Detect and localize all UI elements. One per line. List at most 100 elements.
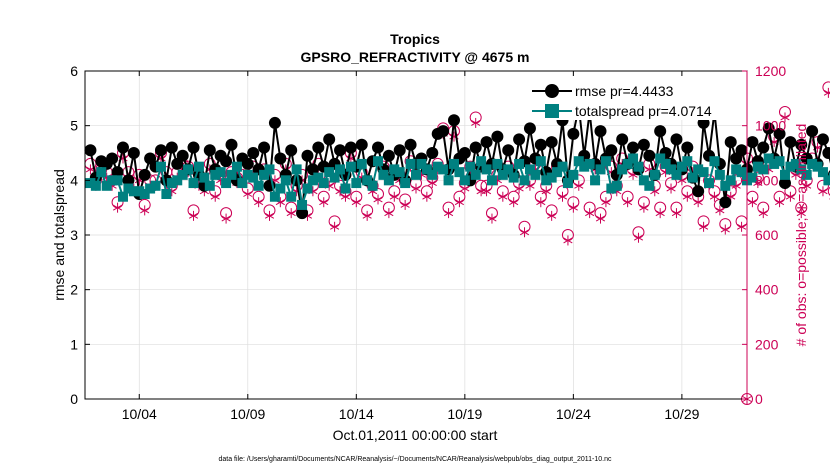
spread-point (416, 158, 427, 169)
spread-point (253, 180, 264, 191)
obs-assimilated-point (487, 213, 497, 224)
spread-point (503, 164, 514, 175)
y-left-tick-label: 2 (70, 282, 78, 298)
rmse-point (778, 177, 791, 190)
rmse-point (323, 133, 336, 146)
obs-assimilated-point (568, 202, 578, 213)
rmse-point (176, 149, 189, 162)
spread-point (378, 169, 389, 180)
spread-point (568, 169, 579, 180)
rmse-point (627, 141, 640, 154)
spread-point (90, 180, 101, 191)
rmse-point (111, 166, 124, 179)
spread-point (101, 180, 112, 191)
rmse-point (106, 152, 119, 165)
spread-point (465, 161, 476, 172)
rmse-point (784, 136, 797, 149)
spread-point (807, 158, 818, 169)
rmse-point (735, 144, 748, 157)
legend: rmse pr=4.4433 totalspread pr=4.0714 (532, 76, 743, 120)
rmse-point (225, 138, 238, 151)
rmse-point (296, 207, 309, 220)
obs-assimilated-point (330, 221, 340, 232)
spread-point (226, 169, 237, 180)
obs-assimilated-point (758, 208, 768, 219)
rmse-point (692, 185, 705, 198)
spread-point (508, 172, 519, 183)
spread-point (389, 164, 400, 175)
chart-title: Tropics (390, 31, 440, 47)
rmse-point (795, 138, 808, 151)
spread-point (286, 191, 297, 202)
obs-assimilated-point (699, 221, 709, 232)
y-right-tick-label: 400 (755, 282, 779, 298)
spread-point (600, 156, 611, 167)
rmse-point (187, 141, 200, 154)
x-tick-label: 10/29 (664, 406, 699, 422)
rmse-point (447, 114, 460, 127)
spread-point (557, 161, 568, 172)
obs-assimilated-point (682, 191, 692, 202)
rmse-point (637, 138, 650, 151)
spread-point (112, 175, 123, 186)
rmse-point (681, 141, 694, 154)
spread-point (166, 178, 177, 189)
obs-assimilated-point (823, 87, 830, 98)
spread-point (362, 175, 373, 186)
spread-point (752, 161, 763, 172)
rmse-point (757, 141, 770, 154)
x-tick-label: 10/14 (339, 406, 374, 422)
spread-point (497, 169, 508, 180)
obs-assimilated-point (785, 191, 795, 202)
obs-assimilated-point (671, 208, 682, 219)
spread-point (595, 164, 606, 175)
spread-point (161, 189, 172, 199)
spread-point (638, 175, 649, 186)
spread-point (297, 199, 308, 210)
spread-point (790, 158, 801, 169)
spread-point (763, 153, 774, 164)
spread-point (492, 158, 503, 169)
obs-assimilated-point (563, 235, 573, 246)
obs-assimilated-point (655, 208, 665, 219)
obs-assimilated-point (140, 205, 150, 216)
spread-point (611, 180, 622, 191)
obs-assimilated-point (774, 197, 785, 208)
spread-point (411, 169, 421, 180)
legend-spread-label: totalspread pr=4.0714 (575, 103, 712, 119)
obs-assimilated-point (373, 194, 383, 205)
rmse-point (301, 149, 314, 162)
rmse-point (154, 144, 167, 157)
rmse-point (426, 147, 439, 159)
spread-point (367, 180, 378, 191)
spread-point (172, 175, 183, 186)
spread-point (655, 153, 666, 164)
y-left-tick-label: 0 (70, 391, 78, 407)
x-tick-label: 10/04 (122, 406, 157, 422)
spread-point (221, 178, 232, 189)
spread-point (242, 169, 253, 180)
obs-assimilated-point (319, 197, 329, 208)
obs-assimilated-point (541, 186, 551, 197)
spread-point (671, 169, 682, 180)
obs-assimilated-point (400, 199, 410, 210)
obs-assimilated-point (112, 202, 123, 213)
spread-point (421, 164, 432, 175)
y-right-tick-label: 600 (755, 227, 779, 243)
rmse-point (165, 141, 178, 154)
spread-point (275, 183, 286, 194)
obs-assimilated-point (802, 180, 812, 191)
spread-point (443, 175, 454, 186)
spread-point (535, 156, 546, 167)
spread-point (812, 161, 823, 172)
spread-point (150, 180, 161, 191)
spread-point (828, 172, 830, 183)
spread-point (698, 167, 709, 178)
obs-assimilated-point (519, 227, 530, 238)
obs-assimilated-point (601, 197, 611, 208)
spread-point (628, 153, 639, 164)
obs-assimilated-point (693, 197, 703, 208)
spread-point (128, 186, 139, 197)
spread-point (731, 164, 742, 175)
